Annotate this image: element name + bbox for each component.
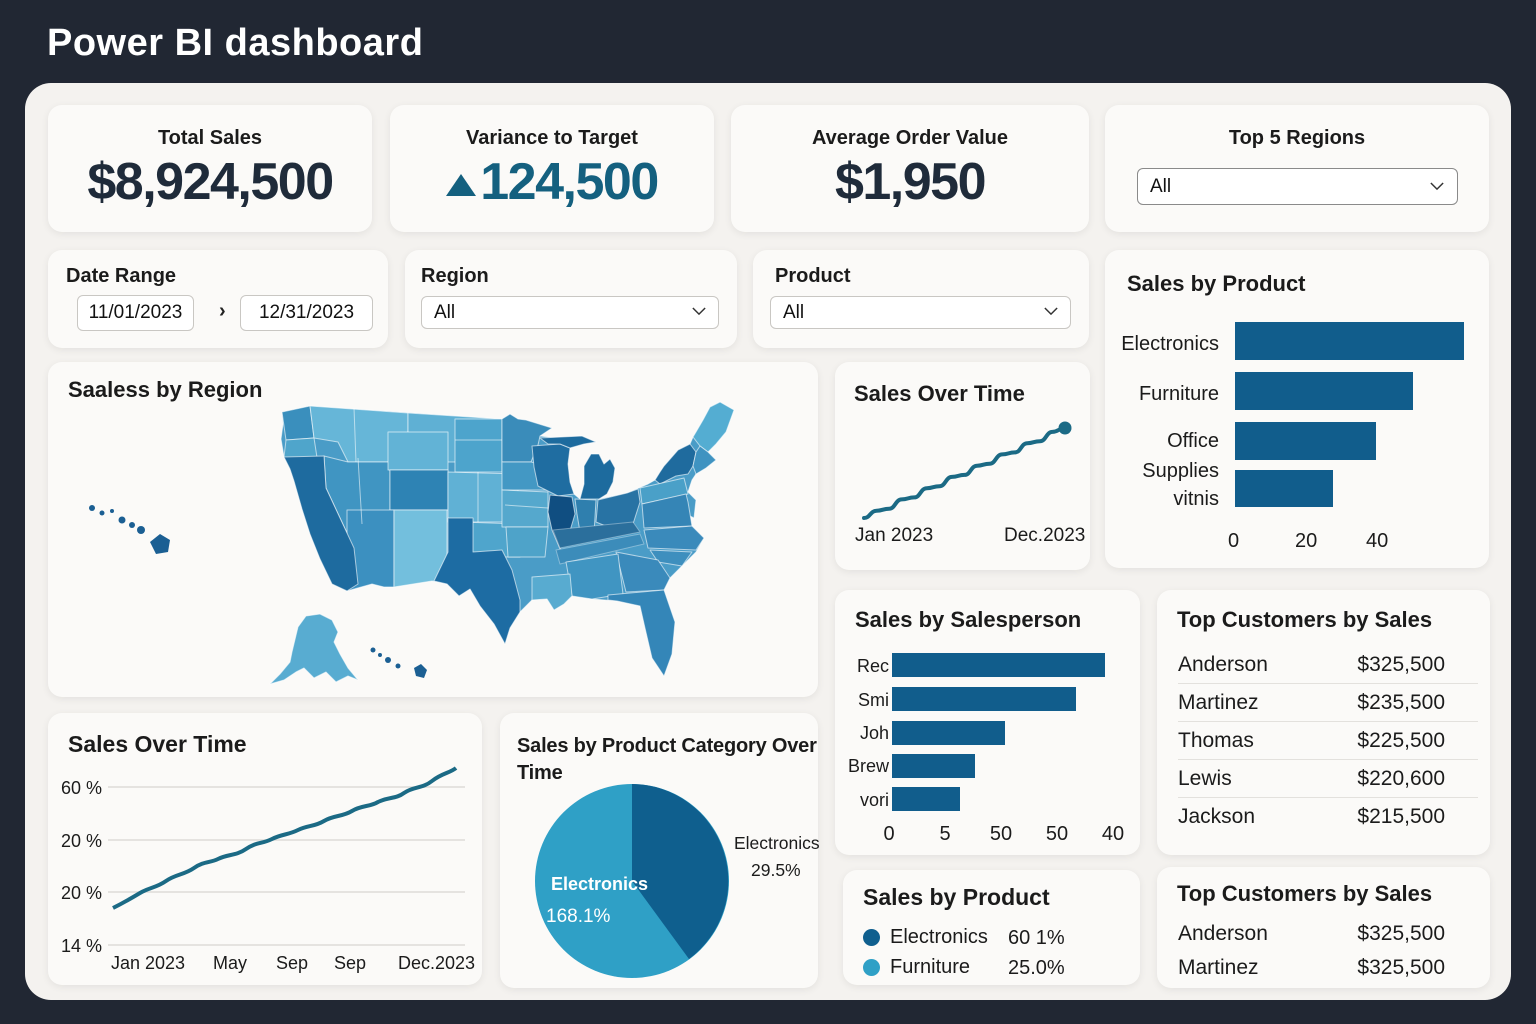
svg-text:60 %: 60 % [61, 778, 102, 798]
svg-text:Sep: Sep [276, 953, 308, 973]
svg-text:Rec: Rec [857, 656, 889, 676]
svg-text:29.5%: 29.5% [751, 860, 801, 880]
svg-text:Smi: Smi [858, 690, 889, 710]
svg-text:Brew: Brew [848, 756, 890, 776]
svg-text:40: 40 [1102, 823, 1124, 845]
svg-text:50: 50 [1046, 823, 1068, 845]
svg-text:Electronics: Electronics [551, 874, 648, 894]
svg-text:Electronics: Electronics [734, 833, 820, 853]
svg-text:Sep: Sep [334, 953, 366, 973]
svg-text:Joh: Joh [860, 723, 889, 743]
svg-text:50: 50 [990, 823, 1012, 845]
svg-text:14 %: 14 % [61, 936, 102, 956]
svg-text:0: 0 [883, 823, 894, 845]
svg-text:Dec.2023: Dec.2023 [1004, 525, 1085, 546]
svg-text:vori: vori [860, 790, 889, 810]
svg-text:May: May [213, 953, 247, 973]
svg-text:168.1%: 168.1% [546, 906, 611, 927]
svg-text:Dec.2023: Dec.2023 [398, 953, 475, 973]
svg-text:Jan 2023: Jan 2023 [111, 953, 185, 973]
svg-text:20 %: 20 % [61, 883, 102, 903]
svg-text:20 %: 20 % [61, 831, 102, 851]
svg-text:Jan 2023: Jan 2023 [855, 525, 933, 546]
svg-text:5: 5 [939, 823, 950, 845]
